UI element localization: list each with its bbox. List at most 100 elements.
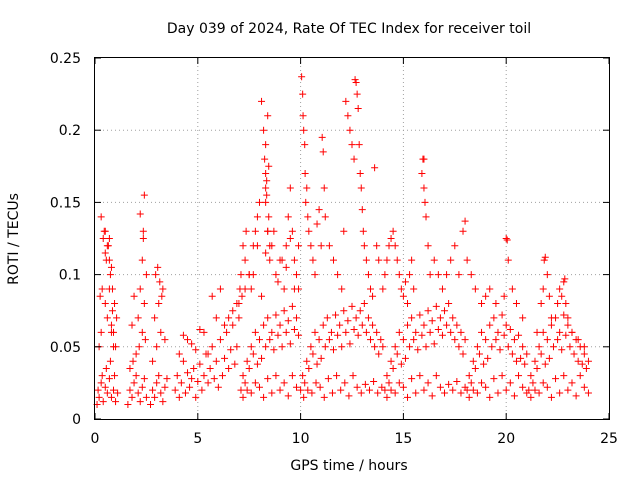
data-point (570, 350, 578, 358)
data-point (288, 302, 296, 310)
data-point (112, 398, 120, 406)
data-point (241, 379, 249, 387)
data-point (319, 321, 327, 329)
data-point (98, 285, 106, 293)
data-point (471, 285, 479, 293)
data-point (280, 285, 288, 293)
data-point (362, 256, 370, 264)
data-point (576, 372, 584, 380)
data-point (492, 336, 500, 344)
data-point (383, 372, 391, 380)
data-point (227, 346, 235, 354)
data-point (381, 386, 389, 394)
data-point (385, 242, 393, 250)
data-point (151, 393, 159, 401)
data-point (434, 271, 442, 279)
data-point (253, 213, 261, 221)
data-point (325, 336, 333, 344)
data-point (488, 343, 496, 351)
data-point (364, 314, 372, 322)
data-point (367, 285, 375, 293)
data-point (539, 328, 547, 336)
data-point (108, 285, 116, 293)
data-point (184, 369, 192, 377)
data-point (455, 343, 463, 351)
data-point (292, 314, 300, 322)
data-point (342, 328, 350, 336)
data-point (370, 377, 378, 385)
data-point (132, 350, 140, 358)
data-point (358, 206, 366, 214)
data-point (441, 389, 449, 397)
data-point (313, 220, 321, 228)
data-point (344, 317, 352, 325)
data-point (243, 386, 251, 394)
data-point (517, 354, 525, 362)
data-point (304, 386, 312, 394)
data-point (340, 227, 348, 235)
data-point (401, 278, 409, 286)
data-point (432, 302, 440, 310)
data-point (404, 393, 412, 401)
data-point (510, 392, 518, 400)
data-point (319, 148, 327, 156)
data-point (96, 292, 104, 300)
x-tick-label: 15 (394, 431, 412, 447)
data-point (292, 271, 300, 279)
data-point (102, 364, 110, 372)
data-point (424, 379, 432, 387)
data-point (286, 184, 294, 192)
data-point (208, 343, 216, 351)
data-point (327, 328, 335, 336)
data-point (533, 364, 541, 372)
data-point (313, 360, 321, 368)
data-point (421, 198, 429, 206)
data-point (300, 393, 308, 401)
data-point (556, 389, 564, 397)
data-point (515, 331, 523, 339)
data-point (558, 346, 566, 354)
data-point (459, 350, 467, 358)
data-point (447, 328, 455, 336)
data-point (190, 364, 198, 372)
data-point (239, 393, 247, 401)
data-point (139, 227, 147, 235)
data-point (508, 350, 516, 358)
data-point (560, 278, 568, 286)
data-point (113, 314, 121, 322)
data-point (196, 360, 204, 368)
data-point (578, 360, 586, 368)
data-point (482, 336, 490, 344)
data-point (265, 213, 273, 221)
data-point (101, 249, 109, 257)
data-point (504, 343, 512, 351)
data-point (299, 112, 307, 120)
data-point (324, 375, 332, 383)
data-point (301, 170, 309, 178)
data-point (247, 343, 255, 351)
data-point (389, 364, 397, 372)
data-point (336, 321, 344, 329)
data-point (547, 314, 555, 322)
data-point (333, 372, 341, 380)
data-point (574, 336, 582, 344)
data-point (352, 79, 360, 87)
data-point (539, 285, 547, 293)
data-point (97, 328, 105, 336)
data-point (521, 360, 529, 368)
data-point (504, 256, 512, 264)
data-point (238, 292, 246, 300)
data-point (381, 271, 389, 279)
data-point (562, 331, 570, 339)
data-point (338, 285, 346, 293)
data-point (251, 328, 259, 336)
data-point (397, 285, 405, 293)
data-point (515, 372, 523, 380)
data-point (399, 292, 407, 300)
data-point (272, 372, 280, 380)
data-point (345, 392, 353, 400)
data-point (317, 354, 325, 362)
data-point (362, 328, 370, 336)
data-point (262, 249, 270, 257)
data-point (196, 325, 204, 333)
